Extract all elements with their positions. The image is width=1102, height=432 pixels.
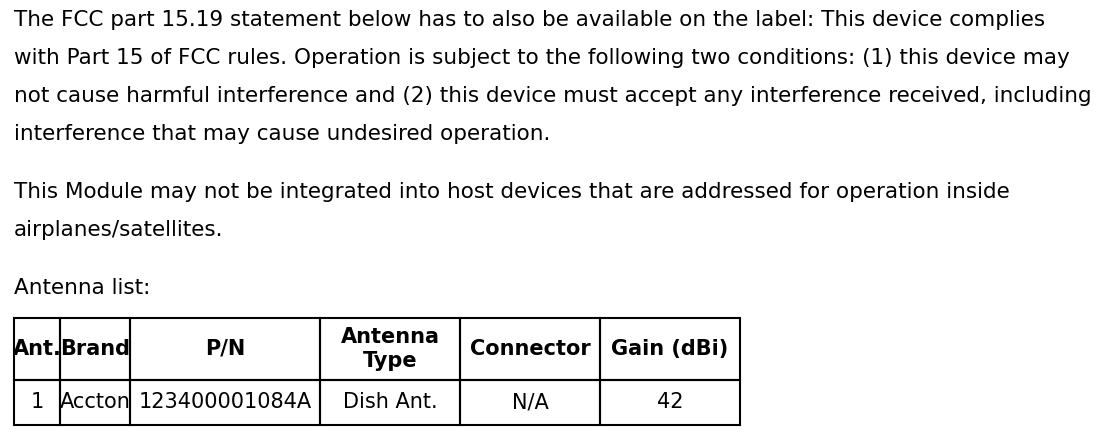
Text: 42: 42	[657, 393, 683, 413]
Bar	[14, 380, 60, 425]
Text: not cause harmful interference and (2) this device must accept any interference : not cause harmful interference and (2) t…	[14, 86, 1092, 106]
Text: The FCC part 15.19 statement below has to also be available on the label: This d: The FCC part 15.19 statement below has t…	[14, 10, 1045, 30]
Text: Gain (dBi): Gain (dBi)	[612, 339, 728, 359]
Bar	[460, 380, 599, 425]
Bar	[320, 318, 460, 380]
Text: Brand: Brand	[60, 339, 130, 359]
Text: interference that may cause undesired operation.: interference that may cause undesired op…	[14, 124, 550, 144]
Bar	[599, 318, 741, 380]
Bar	[130, 318, 320, 380]
Bar	[599, 380, 741, 425]
Text: Antenna
Type: Antenna Type	[341, 327, 440, 371]
Text: 1: 1	[31, 393, 44, 413]
Bar	[130, 380, 320, 425]
Text: P/N: P/N	[205, 339, 245, 359]
Text: airplanes/satellites.: airplanes/satellites.	[14, 220, 224, 240]
Text: Antenna list:: Antenna list:	[14, 278, 150, 298]
Text: This Module may not be integrated into host devices that are addressed for opera: This Module may not be integrated into h…	[14, 182, 1009, 202]
Bar	[60, 380, 130, 425]
Text: Dish Ant.: Dish Ant.	[343, 393, 437, 413]
Text: with Part 15 of FCC rules. Operation is subject to the following two conditions:: with Part 15 of FCC rules. Operation is …	[14, 48, 1070, 68]
Text: Accton: Accton	[60, 393, 130, 413]
Text: Connector: Connector	[469, 339, 591, 359]
Bar	[60, 318, 130, 380]
Text: N/A: N/A	[511, 393, 549, 413]
Bar	[460, 318, 599, 380]
Bar	[14, 318, 60, 380]
Bar	[320, 380, 460, 425]
Text: 123400001084A: 123400001084A	[139, 393, 312, 413]
Text: Ant.: Ant.	[12, 339, 62, 359]
